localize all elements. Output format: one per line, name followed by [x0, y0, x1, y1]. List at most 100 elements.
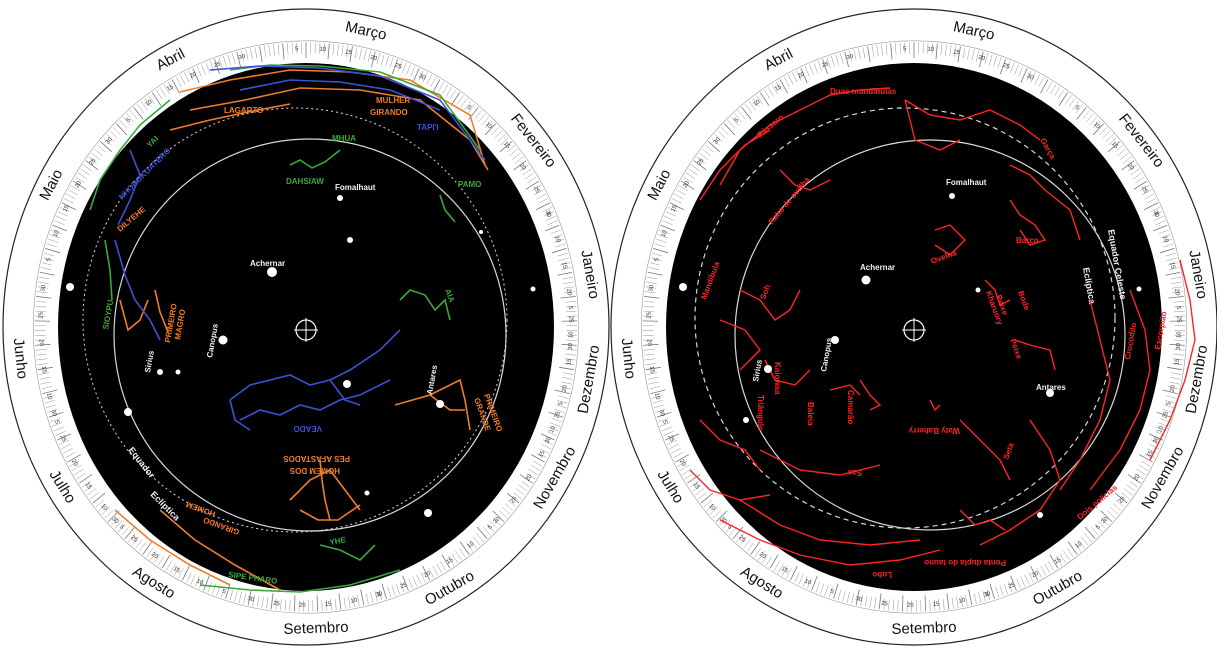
date-tick [365, 593, 369, 605]
date-tick [46, 243, 57, 248]
date-tick [1075, 104, 1083, 113]
date-tick [547, 220, 558, 225]
left-blue-figures [114, 65, 486, 431]
date-tick [473, 536, 481, 546]
day-number: 30 [49, 409, 57, 418]
date-tick [1065, 95, 1072, 105]
date-tick [1077, 539, 1085, 549]
date-tick [188, 70, 194, 81]
date-tick [540, 433, 556, 441]
date-tick [541, 444, 552, 450]
date-tick [643, 305, 655, 308]
date-tick [476, 533, 484, 543]
date-tick [561, 381, 572, 385]
date-tick [860, 595, 863, 607]
date-tick [1059, 553, 1066, 563]
date-tick [40, 267, 52, 270]
date-tick [83, 164, 93, 172]
date-tick [566, 339, 577, 341]
date-tick [494, 130, 503, 139]
date-tick [481, 116, 490, 126]
date-tick [214, 58, 220, 75]
date-tick [544, 224, 560, 232]
date-tick [1003, 583, 1008, 595]
date-tick [56, 433, 72, 441]
date-tick [37, 286, 49, 289]
date-tick [1026, 70, 1032, 81]
date-tick [804, 66, 810, 77]
date-tick [883, 598, 886, 610]
date-tick [965, 595, 968, 607]
right-const-label: Barco [1016, 236, 1039, 245]
date-tick [542, 206, 553, 213]
date-tick [551, 418, 562, 423]
date-tick [1173, 305, 1185, 308]
date-tick [227, 54, 232, 66]
date-tick [846, 591, 850, 603]
date-tick [945, 44, 947, 56]
date-tick [655, 409, 666, 413]
date-tick [644, 296, 660, 299]
date-tick [497, 134, 506, 142]
date-tick [156, 89, 163, 100]
date-tick [546, 431, 557, 436]
day-number: 20 [565, 289, 572, 297]
date-tick [783, 77, 790, 87]
date-tick [332, 43, 335, 55]
date-tick [531, 454, 545, 463]
right-stars [679, 193, 1142, 518]
date-tick [513, 160, 527, 171]
day-number: 30 [649, 284, 656, 292]
date-tick [428, 568, 434, 579]
date-tick [66, 193, 76, 200]
day-number: 20 [518, 162, 527, 171]
date-tick [79, 474, 93, 484]
date-tick [853, 49, 857, 61]
day-number: 30 [713, 136, 722, 145]
day-number: 20 [1031, 571, 1040, 580]
date-tick [1034, 74, 1040, 85]
date-tick [564, 358, 576, 361]
date-tick [1126, 484, 1136, 492]
date-tick [1130, 168, 1140, 176]
date-tick [643, 310, 654, 312]
date-tick [654, 243, 665, 248]
date-tick [381, 583, 387, 599]
date-tick [37, 363, 48, 366]
date-tick [933, 599, 936, 611]
date-tick [175, 77, 182, 87]
date-tick [1063, 550, 1070, 561]
date-tick [36, 296, 52, 299]
date-tick [667, 206, 678, 213]
date-tick [266, 597, 269, 609]
date-tick [1121, 492, 1131, 500]
date-tick [999, 585, 1004, 596]
date-tick [550, 422, 561, 427]
date-tick [284, 599, 287, 611]
day-number: 10 [1161, 235, 1169, 244]
left-const-label: MULHER [376, 96, 410, 105]
date-tick [940, 43, 943, 55]
date-tick [51, 422, 62, 427]
date-tick [360, 589, 365, 606]
date-tick [561, 343, 577, 346]
date-tick [157, 556, 165, 566]
day-number: 30 [1026, 73, 1035, 82]
day-number: 25 [1175, 316, 1181, 324]
date-tick [148, 95, 155, 105]
right-equator-circle [734, 139, 1126, 531]
date-tick [539, 448, 550, 454]
day-number: 20 [189, 71, 198, 80]
date-tick [402, 62, 407, 73]
date-tick [359, 48, 362, 60]
date-tick [1163, 243, 1174, 248]
date-tick [109, 130, 118, 139]
date-tick [257, 595, 260, 608]
date-tick [35, 305, 47, 308]
day-number: 5 [377, 592, 382, 599]
date-tick [447, 556, 455, 566]
date-tick [254, 47, 258, 59]
date-tick [171, 79, 180, 94]
day-number: 20 [561, 384, 568, 392]
day-number: 25 [821, 61, 830, 69]
